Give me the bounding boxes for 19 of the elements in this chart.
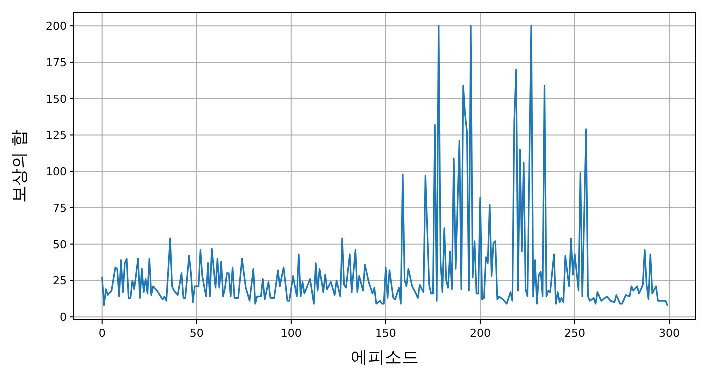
x-tick-label: 0: [98, 327, 106, 340]
y-tick-label: 100: [46, 166, 67, 179]
x-tick-label: 250: [564, 327, 586, 340]
x-tick-label: 300: [659, 327, 680, 340]
x-tick-label: 100: [280, 327, 302, 340]
x-axis-title: 에피소드: [351, 348, 419, 368]
y-tick-label: 200: [46, 20, 67, 34]
y-tick-label: 0: [60, 311, 67, 324]
y-tick-label: 50: [53, 238, 67, 252]
line-series: [102, 25, 668, 306]
y-tick-label: 175: [46, 56, 67, 70]
y-tick-label: 150: [46, 92, 67, 106]
y-tick-label: 75: [53, 202, 67, 215]
y-tick-label: 25: [53, 274, 67, 288]
y-axis-title: 보상의 합: [10, 130, 30, 204]
x-tick-label: 50: [190, 327, 204, 340]
y-tick-label: 125: [46, 129, 67, 142]
x-tick-label: 150: [375, 327, 396, 340]
x-tick-label: 200: [470, 327, 491, 340]
